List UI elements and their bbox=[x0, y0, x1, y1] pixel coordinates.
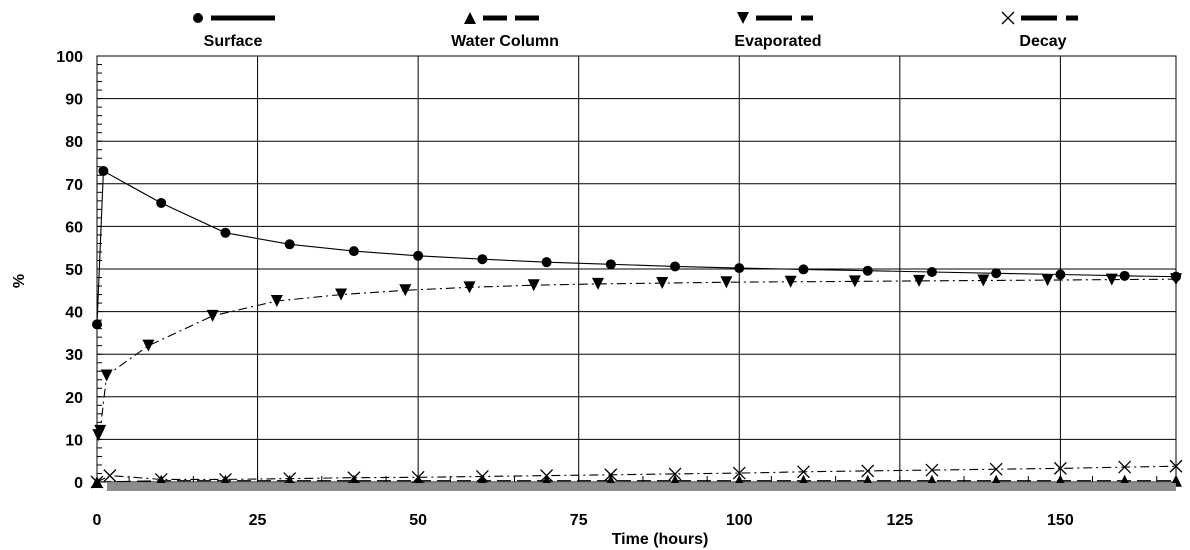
legend-marker-decay bbox=[1001, 11, 1015, 25]
x-tick-label: 25 bbox=[249, 512, 267, 529]
y-tick-label: 100 bbox=[56, 49, 83, 66]
point-decay bbox=[1169, 459, 1183, 473]
point-evaporated bbox=[270, 294, 283, 307]
legend-item-decay: Decay bbox=[1001, 11, 1085, 50]
point-surface bbox=[670, 261, 681, 272]
legend-label-water-column: Water Column bbox=[451, 33, 559, 50]
point-evaporated bbox=[463, 281, 476, 294]
point-evaporated bbox=[656, 277, 669, 290]
point-surface bbox=[734, 263, 745, 274]
x-tick-label: 0 bbox=[93, 512, 102, 529]
point-evaporated bbox=[720, 276, 733, 289]
series-line-evaporated bbox=[97, 278, 1177, 436]
point-decay bbox=[668, 467, 682, 481]
point-evaporated bbox=[527, 279, 540, 292]
point-evaporated bbox=[1105, 273, 1118, 286]
legend-item-water-column: Water Column bbox=[451, 12, 559, 50]
x-tick-label: 125 bbox=[886, 512, 913, 529]
point-surface bbox=[477, 254, 488, 265]
y-tick-label: 40 bbox=[65, 305, 83, 322]
legend-label-evaporated: Evaporated bbox=[734, 33, 821, 50]
point-evaporated bbox=[142, 339, 155, 352]
point-decay bbox=[604, 468, 618, 482]
series-line-decay bbox=[96, 465, 1177, 483]
x-axis-band bbox=[107, 483, 1176, 491]
point-surface bbox=[1119, 270, 1130, 281]
y-tick-label: 50 bbox=[65, 262, 83, 279]
series-line-surface bbox=[96, 170, 1177, 325]
y-axis-label: % bbox=[11, 274, 28, 288]
point-surface bbox=[92, 319, 102, 330]
point-evaporated bbox=[1170, 273, 1182, 286]
point-evaporated bbox=[335, 288, 348, 301]
axes: 0 10 20 30 40 50 60 70 80 90 100 0 25 50 75 100 125 150 bbox=[56, 49, 1176, 529]
point-surface bbox=[605, 259, 616, 270]
y-tick-label: 10 bbox=[65, 432, 83, 449]
x-tick-label: 150 bbox=[1047, 512, 1074, 529]
point-evaporated bbox=[399, 284, 412, 297]
x-tick-label: 50 bbox=[409, 512, 427, 529]
y-tick-label: 20 bbox=[65, 390, 83, 407]
point-surface bbox=[1055, 269, 1066, 280]
point-surface bbox=[348, 246, 359, 257]
point-evaporated bbox=[206, 309, 219, 322]
point-decay bbox=[989, 462, 1003, 476]
legend-marker-water-column bbox=[464, 12, 476, 24]
point-decay bbox=[1118, 460, 1132, 474]
point-decay bbox=[103, 469, 117, 483]
legend: Surface Water Column Evaporated Decay bbox=[193, 11, 1085, 50]
y-tick-label: 30 bbox=[65, 347, 83, 364]
point-evaporated bbox=[784, 275, 797, 288]
point-surface bbox=[98, 166, 109, 177]
point-surface bbox=[284, 239, 295, 250]
point-evaporated bbox=[591, 277, 604, 290]
point-decay bbox=[925, 463, 939, 477]
point-decay bbox=[797, 465, 810, 479]
point-surface bbox=[541, 257, 552, 268]
legend-label-surface: Surface bbox=[204, 33, 263, 50]
y-tick-label: 70 bbox=[65, 177, 83, 194]
y-tick-label: 90 bbox=[65, 92, 83, 109]
legend-marker-evaporated bbox=[737, 12, 749, 24]
x-axis-label: Time (hours) bbox=[612, 531, 709, 548]
y-tick-label: 0 bbox=[74, 475, 83, 492]
point-surface bbox=[862, 265, 873, 276]
point-surface bbox=[413, 250, 424, 261]
legend-label-decay: Decay bbox=[1019, 33, 1066, 50]
point-decay bbox=[732, 466, 746, 480]
point-surface bbox=[926, 266, 937, 277]
point-decay bbox=[540, 469, 554, 483]
point-decay bbox=[1053, 461, 1067, 475]
legend-item-surface: Surface bbox=[193, 13, 275, 50]
point-surface bbox=[798, 264, 809, 275]
x-tick-label: 100 bbox=[726, 512, 753, 529]
point-evaporated bbox=[913, 274, 926, 287]
point-surface bbox=[156, 197, 167, 208]
point-surface bbox=[220, 227, 231, 238]
point-evaporated bbox=[1041, 274, 1054, 287]
y-tick-label: 60 bbox=[65, 219, 83, 236]
point-evaporated bbox=[100, 369, 113, 382]
point-decay bbox=[861, 464, 875, 478]
point-evaporated bbox=[977, 274, 990, 287]
legend-marker-surface bbox=[193, 13, 203, 23]
y-tick-label: 80 bbox=[65, 134, 83, 151]
legend-item-evaporated: Evaporated bbox=[734, 12, 822, 50]
point-surface bbox=[991, 268, 1002, 279]
grid bbox=[96, 55, 1177, 483]
point-evaporated bbox=[848, 275, 861, 288]
x-tick-label: 75 bbox=[570, 512, 588, 529]
